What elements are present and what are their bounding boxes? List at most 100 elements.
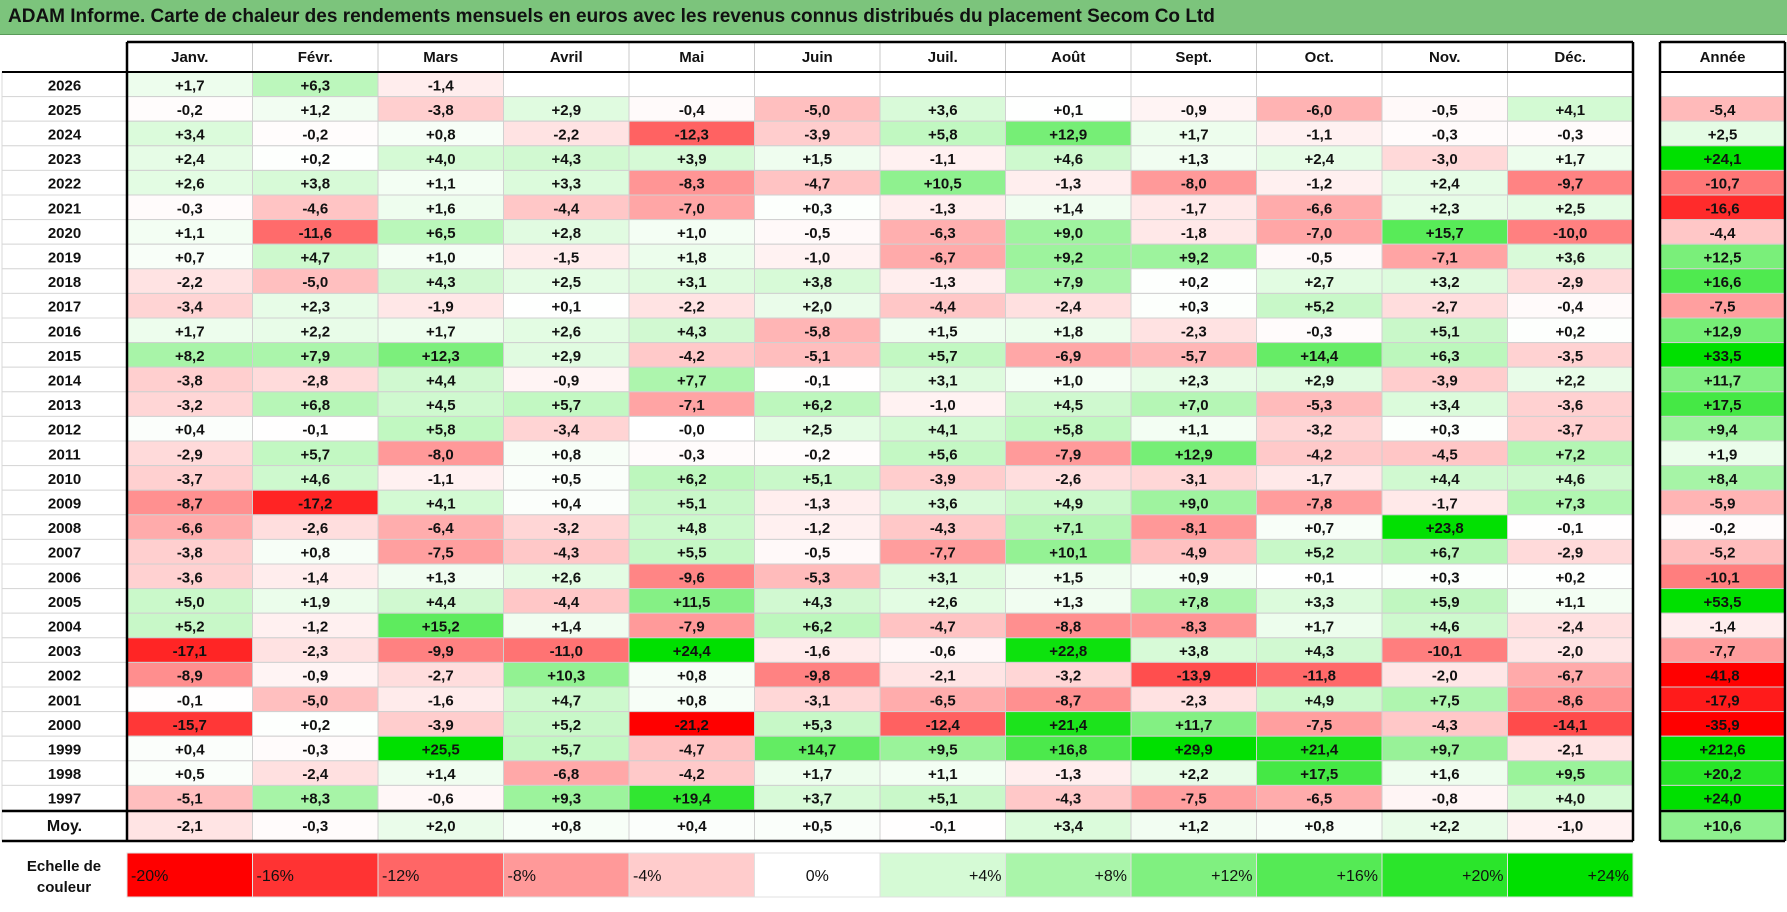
cell-value: +17,5 <box>1300 766 1338 783</box>
cell-value: -7,8 <box>1306 496 1332 513</box>
year-label: 2010 <box>48 471 81 488</box>
cell-value: +3,7 <box>802 791 832 808</box>
cell-value: +2,5 <box>802 422 832 439</box>
heatmap-cell <box>377 489 504 516</box>
cell-value: -6,4 <box>428 520 455 537</box>
year-label: 2013 <box>48 397 81 414</box>
cell-value: -7,9 <box>1055 446 1081 463</box>
cell-value: +1,5 <box>802 151 832 168</box>
cell-value: -2,2 <box>177 274 203 291</box>
cell-value: -1,3 <box>930 200 956 217</box>
heatmap-cell <box>879 489 1006 516</box>
heatmap-cell <box>252 440 379 467</box>
cell-value: -3,9 <box>930 471 956 488</box>
heatmap-cell <box>879 514 1006 540</box>
cell-value: +1,7 <box>1555 151 1585 168</box>
annual-cell <box>1659 563 1786 590</box>
cell-value: +0,4 <box>175 742 205 759</box>
cell-value: +2,7 <box>1304 274 1334 291</box>
heatmap-cell <box>252 637 379 663</box>
cell-value: -3,7 <box>1557 422 1583 439</box>
scale-swatch <box>1005 852 1132 898</box>
cell-value: +1,4 <box>551 619 581 636</box>
heatmap-cell <box>1005 194 1132 221</box>
cell-value: -7,5 <box>1306 717 1332 734</box>
year-cell <box>1 440 128 467</box>
year-cell <box>1 612 128 639</box>
cell-value: +2,2 <box>1179 766 1209 783</box>
heatmap-cell <box>126 169 253 196</box>
heatmap-cell <box>628 489 755 516</box>
month-header-cell <box>754 41 881 73</box>
cell-value: -4,7 <box>679 742 705 759</box>
scale-swatch <box>628 852 755 898</box>
heatmap-cell <box>1005 342 1132 368</box>
annual-cell <box>1659 169 1786 196</box>
cell-value: +22,8 <box>1049 643 1087 660</box>
cell-value: -12,4 <box>926 717 961 734</box>
cell-value: +9,7 <box>1430 742 1460 759</box>
scale-swatch <box>879 852 1006 898</box>
cell-value: -6,5 <box>1306 791 1332 808</box>
heatmap-cell <box>1507 563 1634 590</box>
cell-value: +7,0 <box>1179 397 1209 414</box>
cell-value: +5,0 <box>175 594 205 611</box>
average-cell <box>1507 810 1634 842</box>
heatmap-cell <box>1507 661 1634 688</box>
cell-value: +7,2 <box>1555 446 1585 463</box>
cell-value: +2,4 <box>175 151 205 168</box>
heatmap-cell <box>1256 169 1383 196</box>
cell-value: -1,1 <box>428 471 454 488</box>
cell-value: -5,0 <box>302 692 328 709</box>
month-header-label: Nov. <box>1429 49 1460 66</box>
cell-value: +3,8 <box>1179 643 1209 660</box>
heatmap-cell <box>1507 169 1634 196</box>
year-cell <box>1 194 128 221</box>
year-label: 2007 <box>48 545 81 562</box>
cell-value: -7,9 <box>679 619 705 636</box>
year-cell <box>1 711 128 737</box>
cell-value: +4,3 <box>1304 643 1334 660</box>
heatmap-cell <box>879 71 1006 98</box>
cell-value: -3,2 <box>1306 422 1332 439</box>
cell-value: -5,8 <box>804 323 830 340</box>
cell-value: -6,3 <box>930 225 956 242</box>
month-header-cell <box>1005 41 1132 73</box>
cell-value: -3,1 <box>804 692 830 709</box>
cell-value: +10,3 <box>547 668 585 685</box>
cell-value: +1,6 <box>426 200 456 217</box>
cell-value: -2,9 <box>1557 545 1583 562</box>
cell-value: +0,2 <box>300 151 330 168</box>
heatmap-cell <box>1130 194 1257 221</box>
cell-value: +9,3 <box>551 791 581 808</box>
cell-value: -2,3 <box>302 643 328 660</box>
cell-value: -4,7 <box>804 176 830 193</box>
cell-value: -3,2 <box>1055 668 1081 685</box>
heatmap-cell <box>1130 686 1257 713</box>
year-cell <box>1 735 128 762</box>
scale-swatch-label: 0% <box>806 868 829 885</box>
cell-value: -8,0 <box>428 446 454 463</box>
average-label: Moy. <box>47 818 82 835</box>
month-header-label: Févr. <box>298 49 333 66</box>
heatmap-cell <box>252 342 379 368</box>
cell-value: -2,7 <box>428 668 454 685</box>
annual-value: -4,4 <box>1710 225 1737 242</box>
year-label: 2019 <box>48 250 81 267</box>
heatmap-cell <box>503 661 630 688</box>
cell-value: +4,1 <box>426 496 456 513</box>
cell-value: +0,3 <box>1430 422 1460 439</box>
average-cell <box>252 810 379 842</box>
cell-value: +24,4 <box>673 643 712 660</box>
cell-value: +6,5 <box>426 225 456 242</box>
month-header-label: Juin <box>802 49 833 66</box>
heatmap-cell <box>879 760 1006 786</box>
annual-cell <box>1659 784 1786 811</box>
cell-value: -0,3 <box>1432 127 1458 144</box>
heatmap-cell <box>1256 784 1383 811</box>
year-cell <box>1 637 128 663</box>
cell-value: +3,6 <box>1555 250 1585 267</box>
heatmap-cell <box>1005 268 1132 294</box>
cell-value: -5,0 <box>804 102 830 119</box>
heatmap-cell <box>879 686 1006 713</box>
